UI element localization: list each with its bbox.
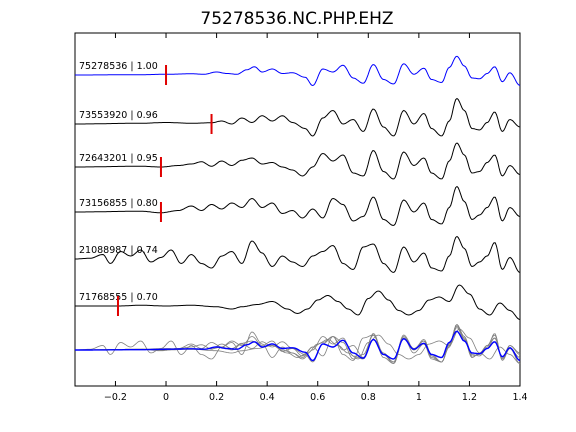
x-tick-label: 1.2 xyxy=(462,392,477,403)
overlay-reference-line xyxy=(75,330,521,362)
plot-area-frame xyxy=(74,32,521,387)
trace-line xyxy=(75,55,521,87)
trace-label: 73553920 | 0.96 xyxy=(79,110,158,121)
trace-label: 21088987 | 0.74 xyxy=(79,245,158,256)
x-tick-label: 1.4 xyxy=(512,392,527,403)
trace-line xyxy=(75,284,521,320)
trace-line xyxy=(75,97,521,137)
trace-stack: 75278536 | 1.00 73553920 | 0.96 72643201 |… xyxy=(75,55,521,320)
x-tick-label: 0.2 xyxy=(209,392,224,403)
trace-line xyxy=(75,185,521,226)
trace-label: 72643201 | 0.95 xyxy=(79,153,158,164)
trace-line xyxy=(75,235,521,273)
overlay-trace-line xyxy=(75,326,521,364)
x-tick-label: 1 xyxy=(416,392,422,403)
x-axis: −0.2 0 0.2 0.4 0.6 0.8 1 1.2 1.4 xyxy=(104,33,528,403)
overlay-stack xyxy=(75,323,521,364)
trace-label: 73156855 | 0.80 xyxy=(79,198,158,209)
x-tick-label: 0.4 xyxy=(260,392,275,403)
chart-title: 75278536.NC.PHP.EHZ xyxy=(200,9,393,29)
trace-label: 75278536 | 1.00 xyxy=(79,61,158,72)
x-tick-label: 0.6 xyxy=(310,392,325,403)
x-tick-label: 0 xyxy=(163,392,169,403)
x-tick-label: −0.2 xyxy=(104,392,127,403)
trace-line xyxy=(75,142,521,180)
x-tick-label: 0.8 xyxy=(361,392,376,403)
